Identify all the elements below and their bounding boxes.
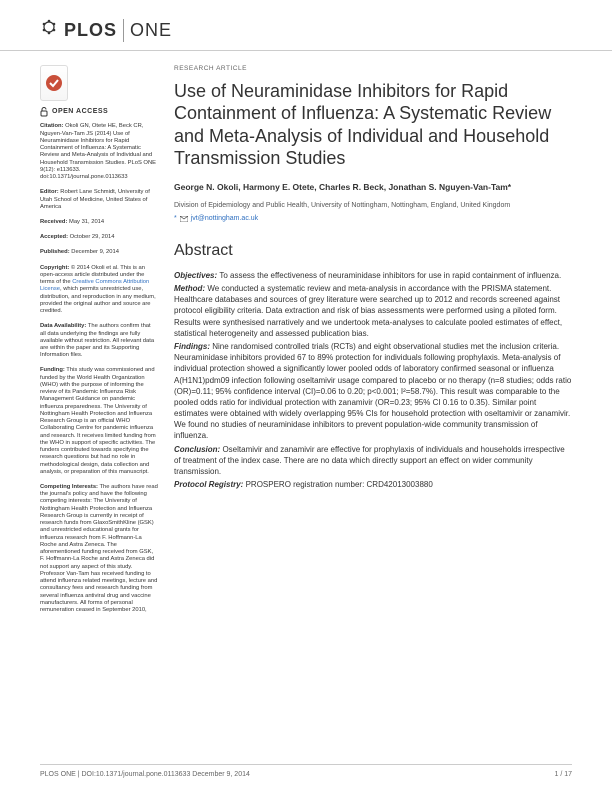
sidebar: OPEN ACCESS Citation: Okoli GN, Otete HE…	[40, 65, 170, 622]
main-area: OPEN ACCESS Citation: Okoli GN, Otete HE…	[0, 51, 612, 622]
copyright-block: Copyright: © 2014 Okoli et al. This is a…	[40, 265, 158, 316]
editor-label: Editor:	[40, 189, 59, 195]
journal-header: PLOS ONE	[0, 0, 612, 51]
competing-label: Competing Interests:	[40, 484, 98, 490]
email-text: jvt@nottingham.ac.uk	[191, 214, 258, 223]
conclusion-text: Oseltamivir and zanamivir are effective …	[174, 445, 565, 476]
findings-text: Nine randomised controlled trials (RCTs)…	[174, 342, 571, 441]
affiliation: Division of Epidemiology and Public Heal…	[174, 201, 572, 210]
objectives-text: To assess the effectiveness of neuramini…	[219, 271, 561, 280]
article-type: RESEARCH ARTICLE	[174, 65, 572, 73]
method-label: Method:	[174, 284, 207, 293]
open-access-badge: OPEN ACCESS	[40, 107, 158, 117]
article-title: Use of Neuraminidase Inhibitors for Rapi…	[174, 80, 572, 170]
footer-page: 1 / 17	[554, 770, 572, 779]
data-availability-block: Data Availability: The authors confirm t…	[40, 323, 158, 359]
published-block: Published: December 9, 2014	[40, 249, 158, 256]
article-content: RESEARCH ARTICLE Use of Neuraminidase In…	[170, 65, 572, 622]
citation-label: Citation:	[40, 123, 64, 129]
crossmark-icon[interactable]	[40, 65, 68, 101]
email-asterisk: *	[174, 214, 177, 223]
funding-block: Funding: This study was commissioned and…	[40, 367, 158, 476]
published-label: Published:	[40, 249, 70, 255]
copyright-label: Copyright:	[40, 265, 69, 271]
funding-label: Funding:	[40, 367, 65, 373]
method-text: We conducted a systematic review and met…	[174, 284, 562, 338]
objectives-label: Objectives:	[174, 271, 219, 280]
findings-label: Findings:	[174, 342, 212, 351]
envelope-icon	[180, 216, 188, 222]
plos-icon	[40, 18, 58, 42]
corresponding-email[interactable]: * jvt@nottingham.ac.uk	[174, 214, 572, 223]
competing-block: Competing Interests: The authors have re…	[40, 484, 158, 614]
lock-open-icon	[40, 107, 48, 117]
registry-label: Protocol Registry:	[174, 480, 246, 489]
editor-block: Editor: Robert Lane Schmidt, University …	[40, 189, 158, 211]
plos-logo: PLOS ONE	[40, 18, 172, 42]
journal-name: PLOS	[64, 19, 117, 42]
authors: George N. Okoli, Harmony E. Otete, Charl…	[174, 182, 572, 193]
abstract-heading: Abstract	[174, 241, 572, 262]
data-label: Data Availability:	[40, 323, 86, 329]
journal-sub: ONE	[123, 19, 172, 42]
conclusion-label: Conclusion:	[174, 445, 222, 454]
accepted-label: Accepted:	[40, 234, 68, 240]
accepted-text: October 29, 2014	[68, 234, 114, 240]
citation-block: Citation: Okoli GN, Otete HE, Beck CR, N…	[40, 123, 158, 181]
footer-left: PLOS ONE | DOI:10.1371/journal.pone.0113…	[40, 770, 250, 779]
received-text: May 31, 2014	[67, 219, 104, 225]
funding-text: This study was commissioned and funded b…	[40, 367, 156, 474]
received-block: Received: May 31, 2014	[40, 219, 158, 226]
competing-text: The authors have read the journal's poli…	[40, 484, 158, 613]
citation-text: Okoli GN, Otete HE, Beck CR, Nguyen-Van-…	[40, 123, 156, 180]
open-access-label: OPEN ACCESS	[52, 108, 108, 117]
received-label: Received:	[40, 219, 67, 225]
published-text: December 9, 2014	[70, 249, 119, 255]
accepted-block: Accepted: October 29, 2014	[40, 234, 158, 241]
registry-text: PROSPERO registration number: CRD4201300…	[246, 480, 433, 489]
page-footer: PLOS ONE | DOI:10.1371/journal.pone.0113…	[40, 764, 572, 779]
abstract-body: Objectives: To assess the effectiveness …	[174, 270, 572, 491]
